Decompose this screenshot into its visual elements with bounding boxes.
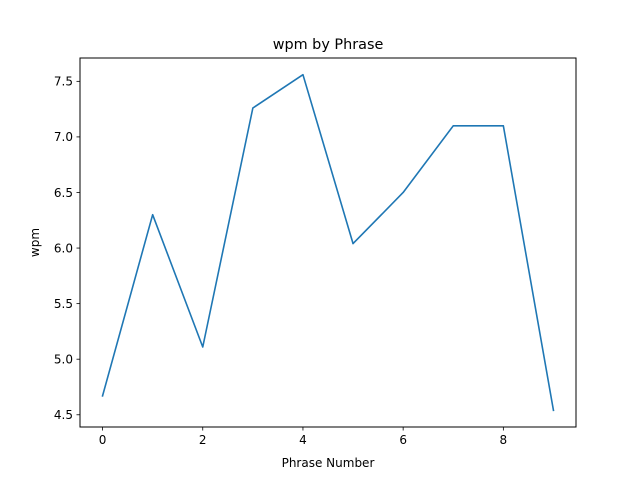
x-tick-label: 0 xyxy=(99,433,107,447)
series-point xyxy=(252,107,254,109)
y-tick-label: 6.5 xyxy=(54,186,73,200)
series-point xyxy=(452,125,454,127)
series-point xyxy=(402,191,404,194)
y-tick-label: 5.0 xyxy=(54,353,73,367)
x-tick-label: 6 xyxy=(399,433,407,447)
x-axis-ticks: 0 2 4 6 8 xyxy=(99,427,507,447)
y-tick-label: 7.5 xyxy=(54,75,73,89)
series-point xyxy=(302,74,304,76)
y-tick-label: 4.5 xyxy=(54,408,73,422)
series-point xyxy=(202,346,204,348)
x-axis-label: Phrase Number xyxy=(282,456,375,470)
series-layer xyxy=(101,73,555,412)
x-tick-label: 2 xyxy=(199,433,207,447)
y-axis-label: wpm xyxy=(28,228,42,257)
series-point xyxy=(152,214,154,216)
x-tick-label: 4 xyxy=(299,433,307,447)
chart-title: wpm by Phrase xyxy=(273,37,384,53)
series-point xyxy=(502,125,504,127)
series-point xyxy=(352,243,354,245)
series-point xyxy=(552,409,555,411)
y-axis-ticks: 4.5 5.0 5.5 6.0 6.5 7.0 7.5 xyxy=(54,75,80,422)
y-tick-label: 5.5 xyxy=(54,297,73,311)
y-tick-label: 6.0 xyxy=(54,241,73,255)
plot-area-frame xyxy=(79,57,577,428)
y-tick-label: 7.0 xyxy=(54,130,73,144)
series-line xyxy=(101,73,555,412)
series-point xyxy=(101,395,104,397)
x-tick-label: 8 xyxy=(500,433,508,447)
